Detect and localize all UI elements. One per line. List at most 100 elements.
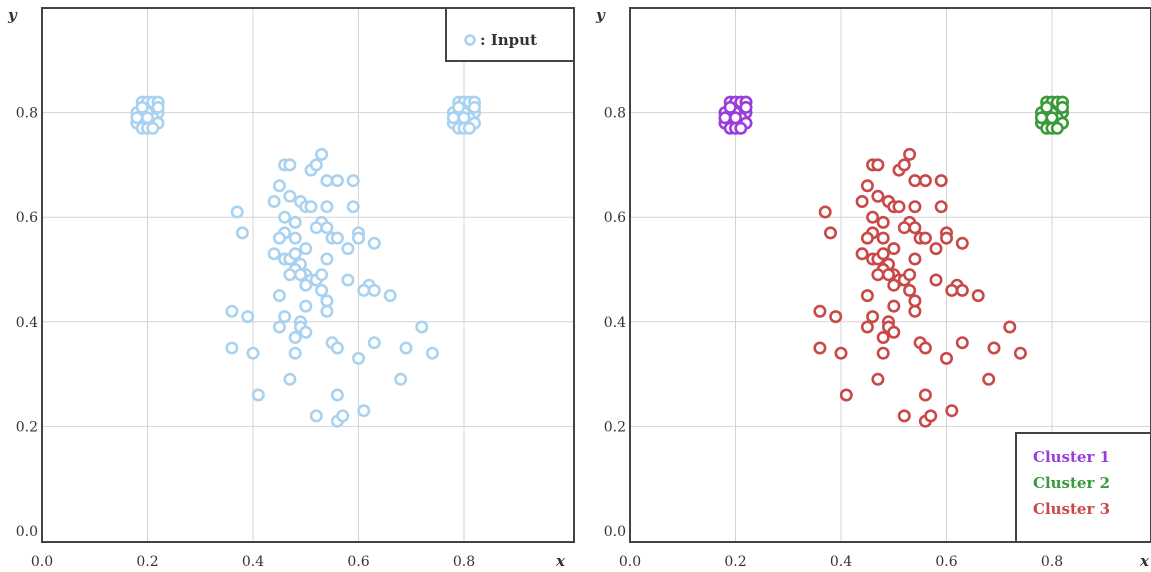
data-point [320,200,334,214]
legend-box [445,7,575,62]
data-point [278,310,292,324]
data-point [982,372,996,386]
data-point [288,346,302,360]
data-point [1013,346,1027,360]
data-point [855,195,869,209]
data-point [151,100,165,114]
plot-border [629,7,1151,543]
data-point [241,310,255,324]
legend-box [1015,432,1151,543]
data-point [272,289,286,303]
data-point [834,346,848,360]
data-point [457,111,471,125]
x-tick-label: 0.4 [830,554,852,570]
x-tick-label: 0.0 [31,554,53,570]
data-point [723,100,737,114]
data-point [1035,111,1049,125]
legend-marker [464,34,476,46]
data-point [829,310,843,324]
data-point [860,231,874,245]
y-axis-label: y [7,6,18,24]
legend-label: Cluster 3 [1033,500,1110,518]
data-point [330,388,344,402]
data-point [887,299,901,313]
data-point [130,111,144,125]
data-point [860,289,874,303]
data-point [367,283,381,297]
data-point [135,100,149,114]
data-point [876,215,890,229]
data-point [272,320,286,334]
data-point [367,236,381,250]
data-point [871,372,885,386]
data-point [341,242,355,256]
series-3 [813,147,1027,428]
legend-label: : Input [480,31,537,49]
data-point [146,121,160,135]
data-point [394,372,408,386]
data-point [903,147,917,161]
data-point [929,242,943,256]
data-point [283,372,297,386]
data-point [141,111,155,125]
data-point [278,210,292,224]
y-axis-label: y [595,6,606,24]
data-point [918,174,932,188]
data-point [866,210,880,224]
data-point [357,404,371,418]
chart-panel-1: 0.0 0.2 0.4 0.6 0.8 0.0 0.2 0.4 0.6 0.8 x y: Input [7,6,575,570]
chart-panel-2: 0.0 0.2 0.4 0.6 0.8 0.0 0.2 0.4 0.6 0.8 x y Cluster … [595,6,1151,570]
y-tick-label: 0.2 [604,419,626,435]
y-tick-label: 0.8 [604,106,626,122]
data-point [887,242,901,256]
data-point [330,231,344,245]
data-point [887,325,901,339]
series-1 [718,95,753,135]
data-point [908,221,922,235]
legend-label: Cluster 1 [1033,448,1110,466]
data-point [415,320,429,334]
data-point [908,200,922,214]
data-point [346,174,360,188]
x-axis-label: x [1139,552,1150,570]
data-point [871,189,885,203]
data-point [897,409,911,423]
data-point [367,336,381,350]
data-point [908,304,922,318]
data-point [341,273,355,287]
data-point [309,221,323,235]
data-point [309,409,323,423]
data-point [246,346,260,360]
data-point [1045,111,1059,125]
data-point [446,111,460,125]
data-point [728,111,742,125]
data-point [876,346,890,360]
data-point [903,268,917,282]
y-tick-label: 0.4 [16,315,38,331]
x-tick-label: 0.0 [619,554,641,570]
data-point [288,330,302,344]
data-point [452,100,466,114]
data-point [939,351,953,365]
data-point [357,283,371,297]
data-point [351,351,365,365]
data-point [918,388,932,402]
data-point [871,268,885,282]
data-point [383,289,397,303]
data-point [1003,320,1017,334]
data-point [887,278,901,292]
data-point [955,236,969,250]
data-point [288,247,302,261]
data-point [971,289,985,303]
data-point [876,231,890,245]
data-point [955,336,969,350]
y-tick-label: 0.4 [604,315,626,331]
data-point [315,268,329,282]
data-point [955,283,969,297]
data-point [330,174,344,188]
data-point [918,231,932,245]
data-point [818,205,832,219]
series-2 [1035,95,1070,135]
data-point [1050,121,1064,135]
